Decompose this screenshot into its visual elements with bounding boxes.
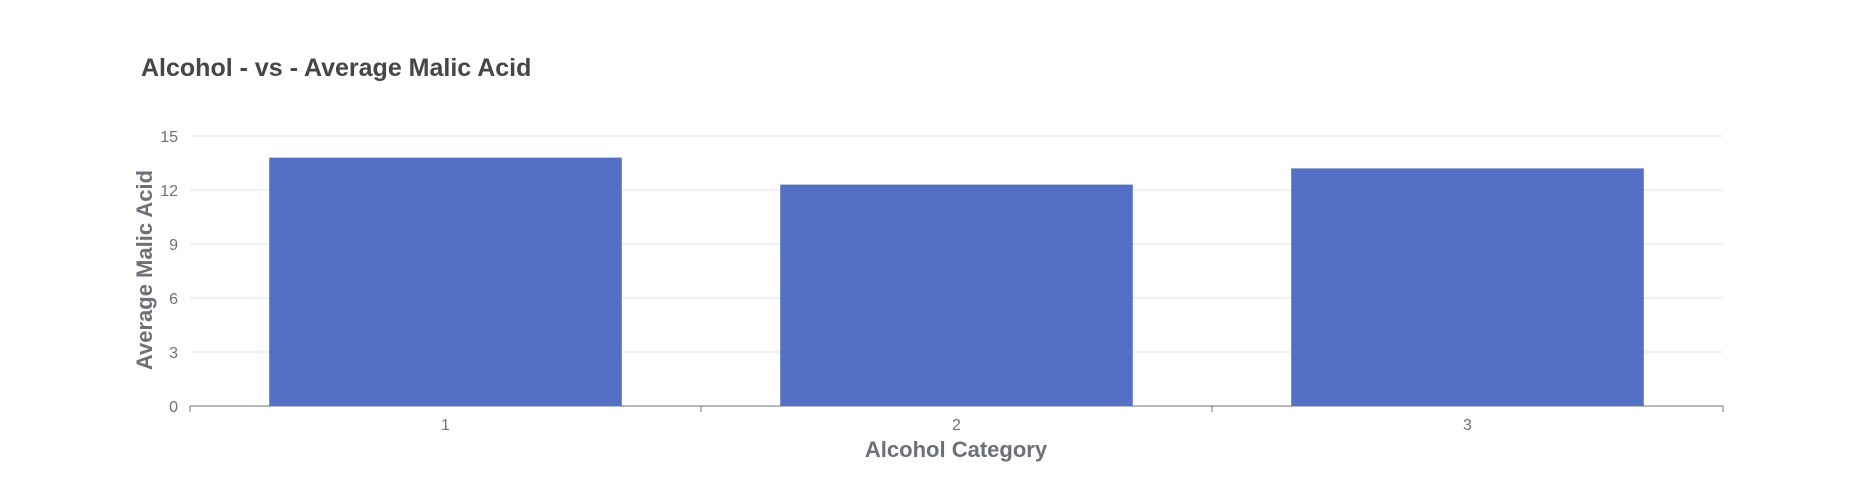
x-tick-label: 1 [441,417,450,434]
y-axis-ticks: 0 3 6 9 12 15 [160,129,178,416]
y-tick-label: 3 [169,345,178,362]
bar [1291,168,1644,406]
y-tick-label: 15 [160,129,178,146]
y-tick-label: 9 [169,237,178,254]
chart-title: Alcohol - vs - Average Malic Acid [141,54,532,82]
x-tick-label: 3 [1463,417,1472,434]
y-tick-label: 0 [169,399,178,416]
y-tick-label: 6 [169,291,178,308]
y-tick-label: 12 [160,183,178,200]
y-axis-title: Average Malic Acid [132,170,157,370]
x-axis-ticks: 1 2 3 [441,417,1472,434]
x-axis-title: Alcohol Category [865,437,1048,462]
x-tick-label: 2 [952,417,961,434]
x-axis [189,405,1724,412]
bar [269,157,622,406]
bar [780,184,1133,406]
bars [269,157,1644,406]
